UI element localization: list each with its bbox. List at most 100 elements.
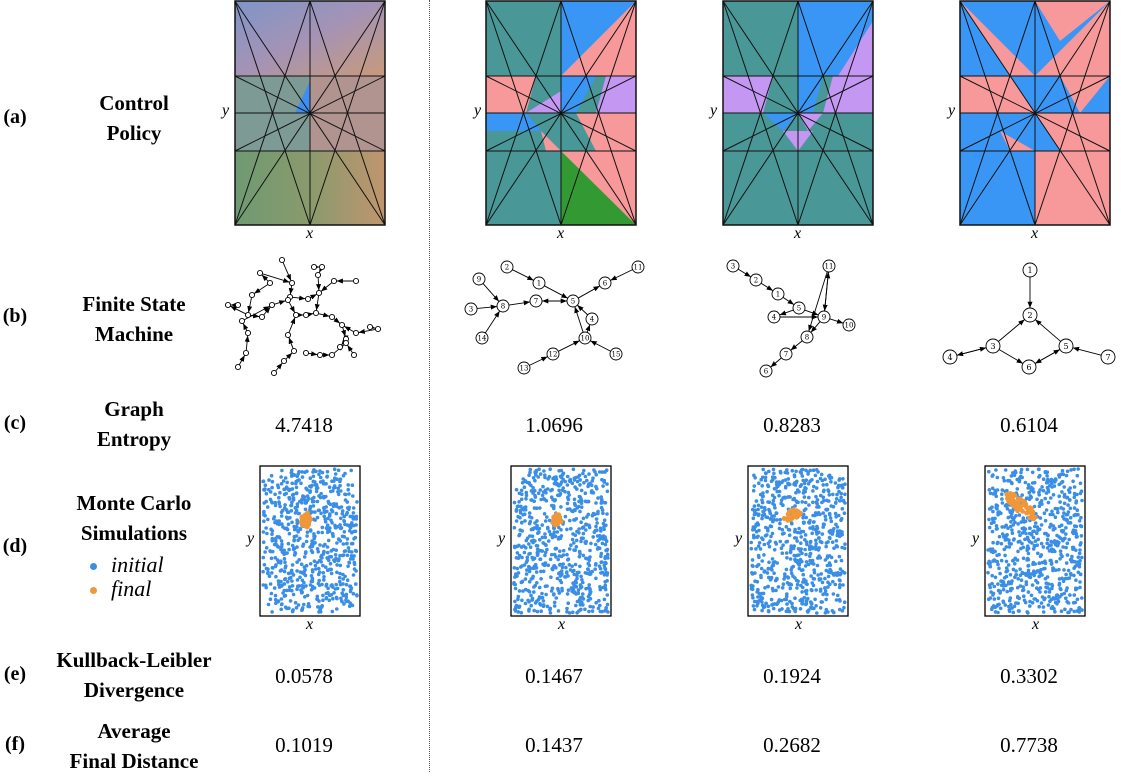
initial-point bbox=[556, 588, 561, 593]
initial-point bbox=[779, 546, 784, 550]
initial-point bbox=[317, 610, 321, 614]
initial-point bbox=[839, 495, 843, 500]
initial-point bbox=[991, 559, 995, 563]
initial-point bbox=[324, 584, 328, 588]
initial-point bbox=[278, 504, 282, 509]
initial-point bbox=[826, 585, 830, 589]
final-point bbox=[552, 522, 558, 527]
initial-point bbox=[1051, 512, 1055, 517]
initial-point bbox=[344, 592, 349, 597]
initial-point bbox=[540, 523, 544, 527]
initial-point bbox=[522, 563, 527, 567]
initial-point bbox=[1008, 573, 1013, 577]
initial-point bbox=[1048, 558, 1052, 563]
initial-point bbox=[565, 552, 569, 557]
initial-point bbox=[603, 542, 608, 547]
initial-point bbox=[1036, 551, 1040, 556]
initial-point bbox=[770, 475, 775, 479]
initial-point bbox=[329, 555, 334, 559]
initial-point bbox=[798, 549, 803, 553]
initial-point bbox=[1028, 604, 1032, 608]
initial-point bbox=[296, 511, 301, 516]
final-point bbox=[785, 517, 791, 523]
fsm-node bbox=[302, 311, 310, 319]
initial-point bbox=[540, 493, 545, 498]
initial-point bbox=[354, 569, 358, 573]
initial-point bbox=[818, 512, 822, 517]
initial-point bbox=[566, 495, 570, 500]
initial-point bbox=[1020, 531, 1025, 535]
initial-point bbox=[568, 479, 573, 484]
initial-point bbox=[332, 467, 337, 471]
initial-point bbox=[280, 522, 284, 526]
initial-point bbox=[806, 562, 811, 567]
initial-point bbox=[563, 514, 568, 519]
initial-point bbox=[546, 477, 550, 481]
axis-x-label: x bbox=[558, 616, 566, 633]
fsm-node bbox=[244, 329, 252, 337]
initial-point bbox=[767, 500, 772, 504]
initial-point bbox=[545, 515, 549, 519]
initial-point bbox=[579, 574, 583, 579]
initial-point bbox=[1003, 603, 1008, 607]
initial-point bbox=[270, 565, 275, 570]
initial-point bbox=[520, 555, 524, 560]
initial-point bbox=[604, 606, 608, 610]
initial-point bbox=[582, 480, 586, 485]
initial-point bbox=[571, 610, 575, 615]
fsm-node bbox=[270, 369, 278, 377]
initial-point bbox=[752, 504, 757, 508]
initial-point bbox=[804, 515, 808, 520]
initial-point bbox=[1004, 559, 1009, 564]
initial-point bbox=[762, 505, 767, 510]
initial-point bbox=[321, 494, 326, 499]
initial-point bbox=[766, 541, 770, 546]
initial-point bbox=[583, 474, 588, 479]
initial-point bbox=[353, 548, 358, 553]
initial-point bbox=[775, 489, 779, 494]
final-point bbox=[302, 512, 308, 518]
initial-point bbox=[344, 595, 349, 599]
fsm-node bbox=[244, 311, 252, 319]
initial-point bbox=[275, 558, 280, 562]
initial-point bbox=[798, 560, 802, 565]
initial-point bbox=[1064, 572, 1068, 577]
initial-point bbox=[344, 598, 348, 602]
fsm-node bbox=[985, 338, 1001, 354]
initial-point bbox=[550, 487, 554, 492]
initial-point bbox=[1011, 517, 1016, 522]
initial-point bbox=[580, 578, 584, 582]
initial-point bbox=[309, 588, 314, 592]
initial-point bbox=[282, 594, 287, 598]
initial-point bbox=[1040, 595, 1045, 599]
initial-point bbox=[515, 544, 520, 549]
initial-point bbox=[558, 570, 562, 575]
initial-point bbox=[298, 575, 302, 580]
initial-point bbox=[810, 601, 814, 606]
initial-point bbox=[1035, 599, 1040, 603]
initial-point bbox=[797, 553, 801, 557]
initial-point bbox=[575, 529, 579, 534]
initial-point bbox=[749, 540, 753, 545]
fsm-node bbox=[749, 273, 763, 287]
initial-point bbox=[756, 553, 761, 558]
initial-point bbox=[1064, 545, 1068, 550]
initial-point bbox=[792, 496, 796, 501]
row-title-entropy: Graph Entropy bbox=[40, 394, 228, 454]
initial-point bbox=[348, 588, 353, 592]
initial-point bbox=[783, 484, 788, 489]
initial-point bbox=[775, 518, 779, 522]
initial-point bbox=[558, 578, 563, 583]
initial-point bbox=[777, 480, 782, 484]
final-point bbox=[300, 517, 306, 523]
initial-point bbox=[600, 470, 604, 474]
initial-point bbox=[598, 526, 603, 531]
fsm-node-label: 5 bbox=[797, 304, 801, 312]
initial-point bbox=[834, 497, 839, 501]
initial-point bbox=[821, 483, 825, 487]
initial-point bbox=[795, 539, 799, 543]
initial-point bbox=[327, 527, 331, 531]
initial-point bbox=[1076, 570, 1081, 575]
initial-point bbox=[842, 605, 846, 610]
initial-point bbox=[351, 511, 356, 515]
